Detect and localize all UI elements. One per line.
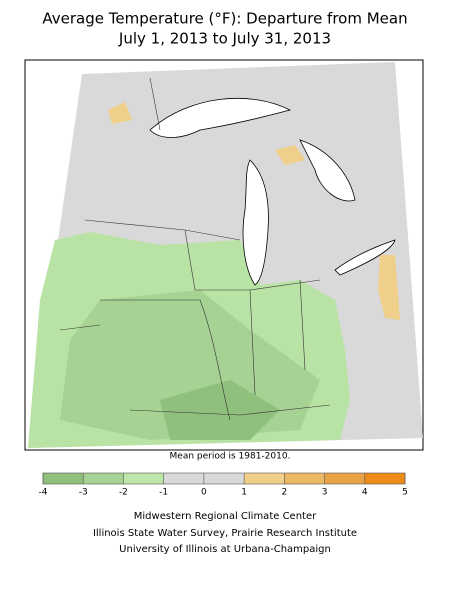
tick-label: 2 (281, 488, 287, 498)
lake-huron (299, 139, 356, 202)
tick-label: -2 (119, 488, 128, 498)
tick-label: -1 (159, 488, 168, 498)
mean-period-note: Mean period is 1981-2010. (170, 452, 291, 462)
tick-label: -3 (79, 488, 88, 498)
state-borders (59, 77, 331, 421)
title-line: Average Temperature (°F): Departure from… (42, 10, 407, 28)
lake-erie (334, 239, 396, 276)
legend-swatch (43, 473, 84, 484)
credit-line: Illinois State Water Survey, Prairie Res… (93, 528, 357, 539)
lake-superior (149, 97, 292, 138)
lake-michigan (242, 159, 269, 286)
credit-line: University of Illinois at Urbana-Champai… (119, 544, 331, 555)
colorbar: -4 -3 -2 -1 0 1 2 3 4 5 (39, 472, 408, 498)
credit-line: Midwestern Regional Climate Center (134, 511, 317, 522)
tan-area (108, 102, 132, 124)
title-line: July 1, 2013 to July 31, 2013 (118, 30, 331, 48)
legend-swatch (203, 473, 245, 484)
tick-label: 3 (322, 488, 328, 498)
tan-area (275, 145, 305, 165)
legend-swatch (364, 473, 405, 484)
legend-swatch (123, 473, 164, 484)
legend-swatch (244, 473, 285, 484)
tick-label: 5 (402, 488, 408, 498)
tan-area (378, 255, 400, 320)
tick-label: 1 (241, 488, 247, 498)
legend-swatch (324, 473, 365, 484)
cold-anomaly-area (160, 380, 280, 440)
map (24, 59, 424, 451)
legend-swatch (284, 473, 325, 484)
tick-label: 4 (362, 488, 368, 498)
tick-label: 0 (201, 488, 207, 498)
legend-swatch (163, 473, 204, 484)
tick-label: -4 (39, 488, 48, 498)
legend-swatch (83, 473, 124, 484)
